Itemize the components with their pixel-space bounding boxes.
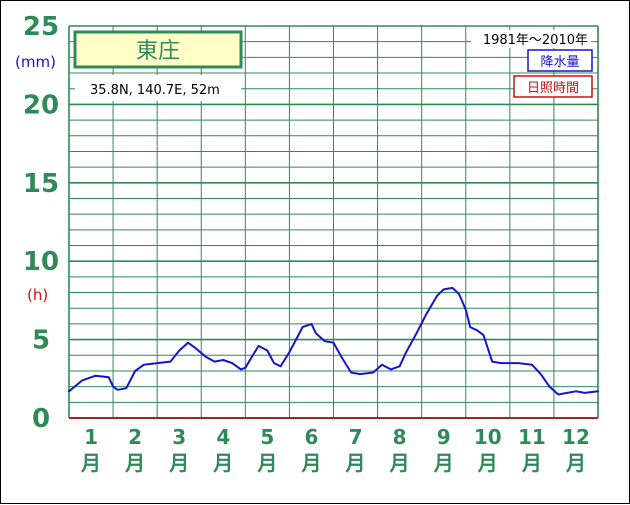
legend-precipitation-box	[527, 49, 593, 72]
grid	[68, 25, 599, 419]
y-tick-label: 0	[32, 404, 50, 434]
month-number-label: 12	[562, 425, 590, 449]
month-number-label: 5	[260, 425, 274, 449]
y-axis-ticks: 0 5 10 15 20 25	[23, 12, 59, 434]
station-location: 35.8N, 140.7E, 52m	[90, 83, 220, 98]
month-number-label: 3	[172, 425, 186, 449]
month-number-label: 11	[518, 425, 546, 449]
y-tick-label: 5	[32, 326, 50, 356]
month-suffix-label: 月	[433, 451, 454, 475]
station-name: 東庄	[136, 39, 180, 64]
month-suffix-label: 月	[565, 451, 586, 475]
location-box	[75, 75, 241, 101]
month-number-label: 9	[437, 425, 451, 449]
precipitation-line	[68, 286, 599, 396]
month-suffix-label: 月	[345, 451, 366, 475]
period-label: 1981年〜2010年	[483, 33, 588, 48]
month-suffix-label: 月	[389, 451, 410, 475]
month-suffix-label: 月	[80, 451, 101, 475]
month-number-label: 6	[304, 425, 318, 449]
month-number-label: 2	[128, 425, 142, 449]
y-tick-label: 10	[23, 247, 59, 277]
month-number-label: 7	[349, 425, 363, 449]
month-number-label: 4	[216, 425, 230, 449]
month-number-label: 1	[84, 425, 98, 449]
y-tick-label: 20	[23, 90, 59, 120]
period-box	[471, 30, 591, 48]
month-suffix-label: 月	[256, 451, 277, 475]
unit-mm-label: (mm)	[15, 53, 56, 71]
month-number-label: 8	[393, 425, 407, 449]
legend-sunshine-box	[513, 75, 593, 98]
y-tick-label: 25	[23, 12, 59, 42]
legend-precipitation: 降水量	[540, 55, 579, 70]
month-suffix-label: 月	[124, 451, 145, 475]
month-suffix-label: 月	[477, 451, 498, 475]
month-suffix-label: 月	[521, 451, 542, 475]
unit-h-label: (h)	[27, 286, 48, 304]
month-suffix-label: 月	[300, 451, 321, 475]
station-name-box	[73, 30, 243, 69]
y-tick-label: 15	[23, 169, 59, 199]
series-line-0	[68, 286, 599, 396]
month-number-label: 10	[474, 425, 502, 449]
month-suffix-label: 月	[212, 451, 233, 475]
legend-sunshine: 日照時間	[527, 81, 579, 96]
month-suffix-label: 月	[168, 451, 189, 475]
